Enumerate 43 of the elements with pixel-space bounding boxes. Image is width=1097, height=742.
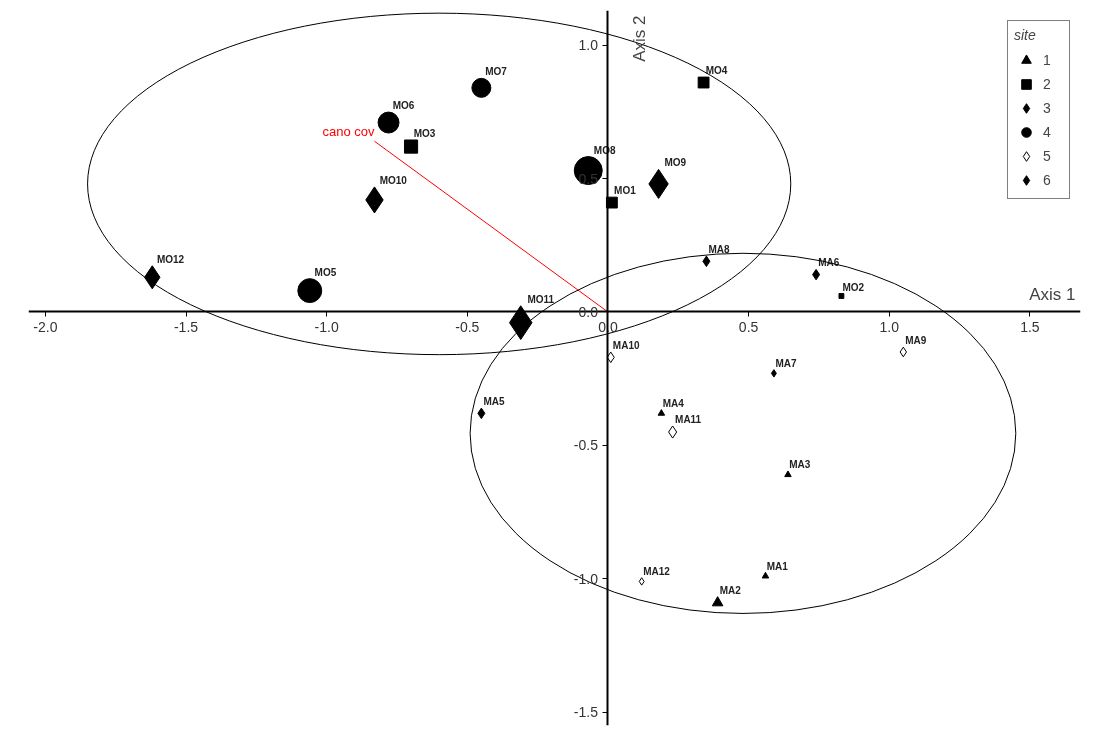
data-label: MO11 — [527, 293, 555, 305]
series-label: cano cov — [322, 124, 375, 140]
x-tick-label: -2.0 — [33, 318, 58, 335]
x-axis-title: Axis 1 — [1029, 284, 1076, 304]
data-label: MO12 — [156, 253, 185, 265]
legend-label: 6 — [1043, 171, 1052, 190]
x-tick-label: -0.5 — [455, 318, 480, 335]
data-label: MO7 — [485, 66, 508, 78]
y-tick-label: 0.5 — [578, 170, 599, 187]
data-label: MO5 — [314, 266, 337, 278]
data-label: MO4 — [705, 65, 728, 77]
data-label: MO3 — [413, 128, 436, 139]
data-label: MA8 — [708, 244, 731, 256]
data-label: MA10 — [612, 340, 640, 352]
legend-label: 4 — [1043, 123, 1052, 142]
x-tick-label: -1.5 — [173, 318, 199, 335]
y-axis-title: Axis 2 — [629, 15, 649, 62]
data-label: MA9 — [905, 335, 927, 347]
x-tick-label: -1.0 — [314, 318, 339, 335]
data-label: MO9 — [664, 157, 687, 169]
data-label: MA1 — [766, 560, 789, 572]
x-tick-label: 1.5 — [1020, 318, 1040, 335]
data-label: MO6 — [392, 100, 415, 112]
x-tick-label: 0.5 — [738, 318, 759, 335]
legend-label: 2 — [1043, 75, 1052, 94]
x-tick-label: 1.0 — [879, 318, 900, 335]
data-label: MO10 — [379, 174, 408, 186]
data-label: MA7 — [775, 357, 797, 369]
data-label: MA4 — [662, 398, 685, 410]
legend-label: 3 — [1043, 99, 1052, 118]
data-label: MO1 — [614, 185, 637, 197]
data-label: MA2 — [719, 585, 742, 597]
legend-label: 5 — [1043, 147, 1052, 166]
y-tick-label: -1.5 — [573, 704, 599, 721]
data-label: MA12 — [643, 565, 671, 577]
data-label: MA11 — [675, 413, 702, 425]
y-tick-label: 1.0 — [578, 37, 599, 54]
data-label: MO2 — [842, 281, 865, 293]
y-tick-label: -0.5 — [573, 437, 599, 454]
data-label: MA5 — [483, 396, 506, 408]
legend-label: 1 — [1043, 51, 1052, 70]
data-label: MA3 — [789, 459, 811, 471]
legend-title: site — [1014, 27, 1037, 43]
